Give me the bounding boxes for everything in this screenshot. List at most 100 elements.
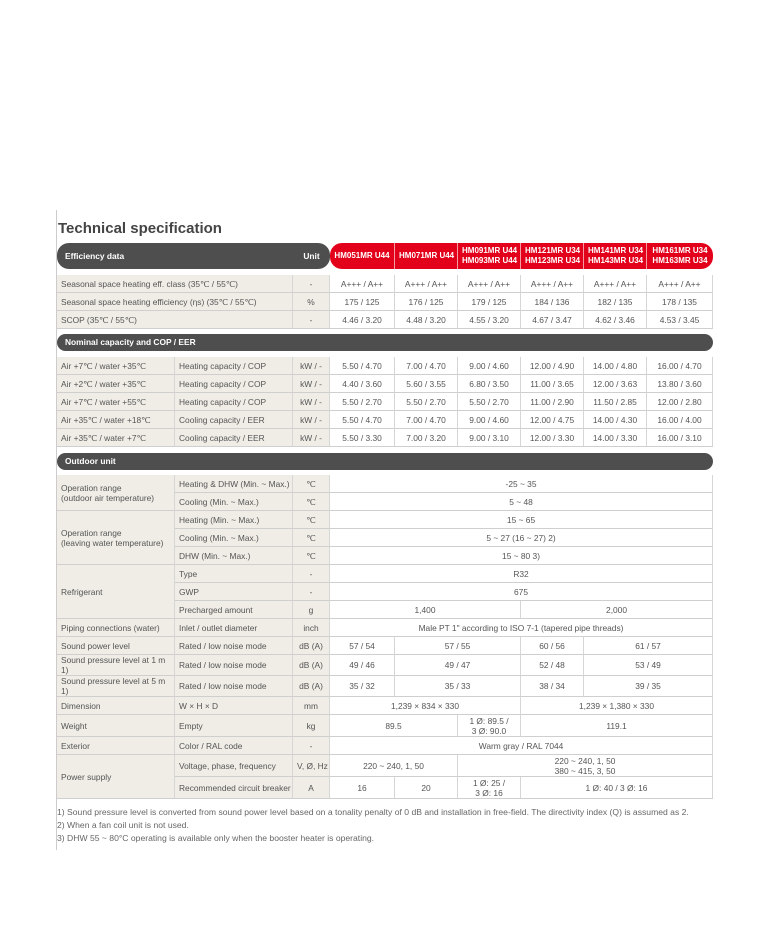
value-cell: 178 / 135 (647, 293, 713, 311)
table-row: Sound pressure level at 1 m 1) Rated / lo… (57, 655, 714, 676)
item-cell: Cooling (Min. ~ Max.) (175, 493, 293, 511)
value-cell: 182 / 135 (584, 293, 647, 311)
table-row: Piping connections (water) Inlet / outlet… (57, 619, 714, 637)
condition-cell: Air +7℃ / water +55℃ (57, 393, 175, 411)
item-cell: Cooling capacity / EER (175, 411, 293, 429)
value-cell: 4.53 / 3.45 (647, 311, 713, 329)
value-cell: 89.5 (330, 715, 458, 737)
item-cell: Heating (Min. ~ Max.) (175, 511, 293, 529)
section-header-nominal: Nominal capacity and COP / EER (57, 334, 713, 351)
model-header: HM071MR U44 (395, 243, 458, 269)
value-cell: 9.00 / 4.60 (458, 357, 521, 375)
value-cell: 35 / 33 (395, 676, 521, 697)
value-cell: 6.80 / 3.50 (458, 375, 521, 393)
value-cell: 5.50 / 2.70 (458, 393, 521, 411)
value-cell: 675 (330, 583, 714, 601)
value-cell: 12.00 / 3.30 (521, 429, 584, 447)
row-label: Seasonal space heating eff. class (35℃ /… (57, 275, 293, 293)
value-cell: 5.60 / 3.55 (395, 375, 458, 393)
unit-cell: - (293, 311, 330, 329)
table-row: Air +2℃ / water +35℃ Heating capacity / C… (57, 375, 713, 393)
group-label: Weight (57, 715, 175, 737)
group-label: Sound pressure level at 1 m 1) (57, 655, 175, 676)
value-cell: 14.00 / 4.80 (584, 357, 647, 375)
value-cell: 1 Ø: 89.5 / 3 Ø: 90.0 (458, 715, 521, 737)
value-cell: 7.00 / 4.70 (395, 411, 458, 429)
value-cell: 57 / 54 (330, 637, 395, 655)
item-cell: Cooling capacity / EER (175, 429, 293, 447)
unit-cell: ℃ (293, 511, 330, 529)
model-name: HM123MR U34 (525, 256, 581, 265)
efficiency-table: Efficiency data Unit HM051MR U44 HM071MR U4… (57, 243, 713, 329)
value-cell: 5 ~ 48 (330, 493, 714, 511)
page-frame-line (56, 210, 57, 850)
model-header: HM161MR U34 HM163MR U34 (647, 243, 713, 269)
item-cell: Inlet / outlet diameter (175, 619, 293, 637)
value-cell: 16.00 / 3.10 (647, 429, 713, 447)
value-cell: 14.00 / 3.30 (584, 429, 647, 447)
value-cell: 49 / 46 (330, 655, 395, 676)
value-cell: 2,000 (521, 601, 714, 619)
value-cell: 13.80 / 3.60 (647, 375, 713, 393)
unit-cell: dB (A) (293, 637, 330, 655)
value-cell: 15 ~ 65 (330, 511, 714, 529)
unit-cell: ℃ (293, 475, 330, 493)
value-cell: 52 / 48 (521, 655, 584, 676)
group-label: Operation range (leaving water temperatu… (57, 511, 175, 565)
value-cell: 53 / 49 (584, 655, 714, 676)
item-cell: Heating capacity / COP (175, 357, 293, 375)
condition-cell: Air +7℃ / water +35℃ (57, 357, 175, 375)
table-row: SCOP (35℃ / 55℃) -4.46 / 3.20 4.48 / 3.20 4… (57, 311, 713, 329)
unit-cell: ℃ (293, 547, 330, 565)
table-row: Refrigerant Type - R32 (57, 565, 714, 619)
table-row: DHW (Min. ~ Max.) ℃ 15 ~ 80 3) (57, 547, 714, 565)
unit-cell: kW / - (293, 411, 330, 429)
value-cell: 220 ~ 240, 1, 50 380 ~ 415, 3, 50 (458, 755, 714, 777)
value-cell: 5.50 / 2.70 (395, 393, 458, 411)
group-label: Refrigerant (57, 565, 175, 619)
value-cell: 176 / 125 (395, 293, 458, 311)
unit-cell: g (293, 601, 330, 619)
group-label: Exterior (57, 737, 175, 755)
value-cell: 4.62 / 3.46 (584, 311, 647, 329)
group-label: Sound power level (57, 637, 175, 655)
unit-cell: dB (A) (293, 676, 330, 697)
value-cell: A+++ / A++ (458, 275, 521, 293)
value-cell: 60 / 56 (521, 637, 584, 655)
value-cell: A+++ / A++ (584, 275, 647, 293)
model-header: HM141MR U34 HM143MR U34 (584, 243, 647, 269)
value-cell: 5 ~ 27 (16 ~ 27) 2) (330, 529, 714, 547)
value-cell: 5.50 / 3.30 (330, 429, 395, 447)
model-name: HM163MR U34 (652, 256, 708, 265)
value-cell: 39 / 35 (584, 676, 714, 697)
group-label: Operation range (outdoor air temperature… (57, 475, 175, 511)
item-cell: Heating & DHW (Min. ~ Max.) (175, 475, 293, 493)
value-cell: 38 / 34 (521, 676, 584, 697)
unit-cell: dB (A) (293, 655, 330, 676)
table-row: GWP -675 (57, 583, 714, 601)
item-cell: Color / RAL code (175, 737, 293, 755)
model-name: HM143MR U34 (588, 256, 644, 265)
condition-cell: Air +35℃ / water +18℃ (57, 411, 175, 429)
table-row: Cooling (Min. ~ Max.) ℃ 5 ~ 48 (57, 493, 714, 511)
value-cell: 11.00 / 3.65 (521, 375, 584, 393)
table-row: Seasonal space heating eff. class (35℃ /… (57, 275, 713, 293)
group-label: Piping connections (water) (57, 619, 175, 637)
table-row: Precharged amount g 1,400 2,000 (57, 601, 714, 619)
value-cell: 16.00 / 4.70 (647, 357, 713, 375)
value-cell: 20 (395, 777, 458, 799)
unit-cell: % (293, 293, 330, 311)
model-header: HM051MR U44 (330, 243, 395, 269)
row-label: SCOP (35℃ / 55℃) (57, 311, 293, 329)
value-cell: 4.67 / 3.47 (521, 311, 584, 329)
header-unit: Unit (293, 243, 330, 269)
unit-cell: ℃ (293, 493, 330, 511)
group-label: Dimension (57, 697, 175, 715)
value-cell: 7.00 / 4.70 (395, 357, 458, 375)
table-row: Seasonal space heating efficiency (ηs) (… (57, 293, 713, 311)
value-cell: 7.00 / 3.20 (395, 429, 458, 447)
value-cell: 49 / 47 (395, 655, 521, 676)
table-row: Air +7℃ / water +55℃ Heating capacity / C… (57, 393, 713, 411)
value-cell: 9.00 / 3.10 (458, 429, 521, 447)
value-cell: R32 (330, 565, 714, 583)
